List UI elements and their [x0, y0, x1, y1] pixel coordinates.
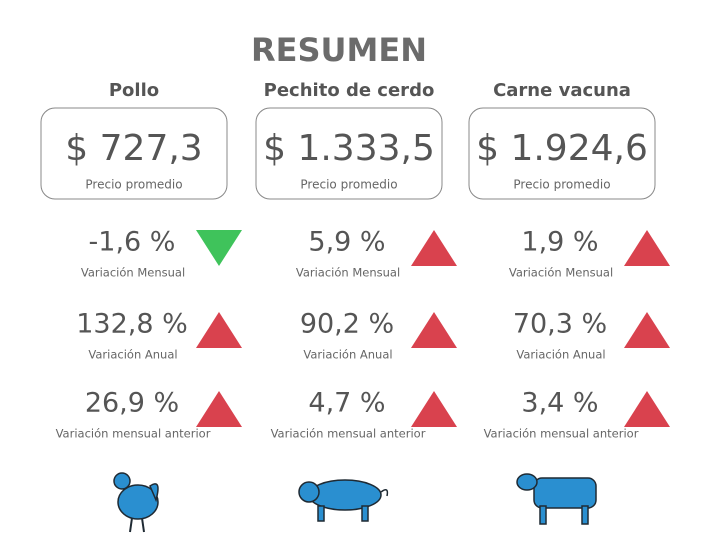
metric-value: 90,2 % [300, 309, 394, 340]
metric-label: Variación mensual anterior [484, 427, 639, 441]
trend-arrow [196, 312, 242, 348]
trend-arrow [196, 230, 242, 266]
metric-label: Variación Mensual [81, 266, 185, 280]
metric-label: Variación Mensual [296, 266, 400, 280]
price-card [468, 107, 656, 200]
price-card [255, 107, 443, 200]
metric-value: -1,6 % [89, 227, 176, 258]
price-card [40, 107, 228, 200]
metric-label: Variación Anual [88, 348, 177, 362]
column-name: Carne vacuna [493, 80, 631, 101]
metric-value: 3,4 % [521, 388, 598, 419]
price-label: Precio promedio [85, 178, 182, 192]
trend-arrow [196, 391, 242, 427]
metric-value: 70,3 % [513, 309, 607, 340]
title: RESUMEN [251, 31, 427, 69]
metric-label: Variación mensual anterior [56, 427, 211, 441]
metric-label: Variación mensual anterior [271, 427, 426, 441]
price: $ 1.333,5 [263, 128, 435, 169]
price: $ 1.924,6 [476, 128, 648, 169]
metric-value: 4,7 % [308, 388, 385, 419]
trend-arrow [411, 230, 457, 266]
price-label: Precio promedio [513, 178, 610, 192]
price-label: Precio promedio [300, 178, 397, 192]
pig-icon [298, 479, 389, 522]
trend-arrow [624, 312, 670, 348]
metric-label: Variación Anual [516, 348, 605, 362]
trend-arrow [411, 391, 457, 427]
column-name: Pollo [109, 80, 159, 101]
metric-label: Variación Mensual [509, 266, 613, 280]
price: $ 727,3 [65, 128, 202, 169]
metric-label: Variación Anual [303, 348, 392, 362]
trend-arrow [624, 391, 670, 427]
trend-arrow [624, 230, 670, 266]
metric-value: 1,9 % [521, 227, 598, 258]
metric-value: 5,9 % [308, 227, 385, 258]
chicken-icon [113, 472, 159, 533]
trend-arrow [411, 312, 457, 348]
metric-value: 26,9 % [85, 388, 179, 419]
metric-value: 132,8 % [76, 309, 188, 340]
column-name: Pechito de cerdo [264, 80, 435, 101]
cow-icon [516, 473, 597, 525]
